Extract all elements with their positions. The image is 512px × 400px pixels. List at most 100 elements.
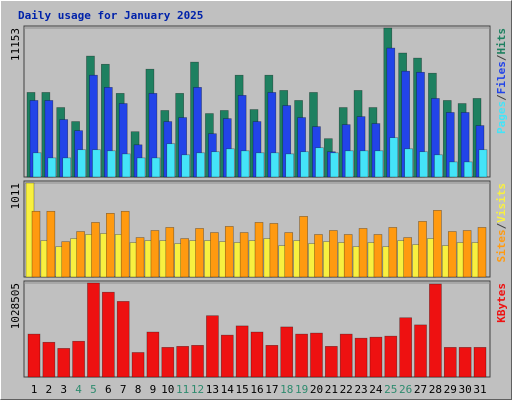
bar: [211, 151, 220, 178]
x-tick-label: 17: [265, 383, 278, 396]
bar: [344, 150, 354, 178]
bar: [87, 282, 100, 378]
legend: Sites/Visits: [495, 183, 508, 263]
bar: [339, 333, 353, 378]
legend-entry: KBytes: [495, 283, 508, 323]
x-tick-label: 3: [60, 383, 67, 396]
bar: [150, 230, 160, 278]
bar: [310, 332, 323, 378]
bar: [146, 331, 160, 378]
bar: [284, 232, 294, 278]
bar: [136, 157, 146, 178]
bar: [250, 331, 264, 378]
y-tick-label: 1028505: [9, 283, 22, 329]
bar: [102, 291, 115, 378]
bar: [62, 157, 72, 178]
legend: Pages/Files/Hits: [495, 28, 508, 134]
x-tick-label: 30: [459, 383, 472, 396]
bar: [330, 152, 339, 178]
x-tick-label: 4: [75, 383, 82, 396]
legend-entry: Visits: [495, 183, 508, 223]
x-tick-label: 8: [135, 383, 142, 396]
bar: [210, 232, 219, 278]
bar: [116, 301, 130, 378]
x-tick-label: 25: [384, 383, 397, 396]
x-tick-label: 5: [90, 383, 97, 396]
x-tick-label: 31: [473, 383, 486, 396]
bar: [161, 347, 175, 378]
bar: [235, 325, 249, 378]
bar: [270, 152, 280, 178]
bar: [373, 234, 383, 278]
bar: [255, 152, 265, 178]
legend-separator: /: [495, 94, 508, 101]
y-tick-label: 11153: [9, 28, 22, 61]
bar: [399, 317, 412, 378]
x-tick-label: 12: [191, 383, 204, 396]
bar: [389, 137, 399, 178]
bar: [224, 226, 234, 278]
bar: [42, 341, 56, 378]
bar: [166, 143, 176, 178]
x-tick-label: 9: [150, 383, 157, 396]
x-tick-label: 22: [340, 383, 353, 396]
bar: [419, 151, 428, 178]
bar: [27, 333, 41, 378]
bar: [195, 228, 204, 278]
bar: [57, 348, 71, 378]
bar: [463, 161, 473, 178]
bar: [265, 345, 279, 378]
bar: [315, 147, 324, 178]
legend-separator: /: [495, 54, 508, 61]
bar: [121, 153, 131, 178]
bar: [92, 149, 101, 178]
bar: [429, 283, 442, 378]
x-tick-label: 11: [176, 383, 189, 396]
bar: [225, 148, 235, 178]
bar: [135, 237, 145, 278]
x-tick-label: 1: [31, 383, 38, 396]
bar: [280, 326, 294, 378]
x-tick-label: 10: [161, 383, 174, 396]
bar: [107, 150, 116, 178]
bar: [458, 347, 472, 378]
bar: [206, 315, 219, 378]
bar: [433, 210, 442, 278]
bar: [31, 210, 41, 278]
legend-separator: /: [495, 222, 508, 229]
bar: [91, 222, 100, 278]
bar: [300, 151, 309, 178]
x-tick-label: 16: [250, 383, 263, 396]
x-tick-label: 7: [120, 383, 127, 396]
bar: [443, 347, 457, 378]
bar: [403, 237, 412, 278]
bar: [358, 228, 368, 278]
bar: [477, 227, 487, 278]
bar: [325, 346, 338, 378]
bar: [240, 150, 250, 178]
x-tick-label: 13: [206, 383, 219, 396]
bar: [180, 238, 189, 278]
bar: [462, 230, 472, 278]
x-tick-label: 26: [399, 383, 412, 396]
bar: [473, 347, 487, 378]
bar: [176, 346, 189, 378]
bar: [151, 157, 161, 178]
bar: [120, 210, 130, 278]
x-tick-label: 18: [280, 383, 293, 396]
bar: [418, 221, 427, 278]
bar: [299, 216, 308, 278]
y-tick-label: 1011: [9, 183, 22, 210]
legend-entry: Sites: [495, 229, 508, 262]
bar: [384, 335, 398, 378]
bar: [374, 150, 384, 178]
bar: [32, 152, 42, 178]
legend: KBytes: [495, 283, 508, 323]
x-tick-label: 2: [46, 383, 53, 396]
x-tick-label: 19: [295, 383, 308, 396]
x-tick-label: 23: [354, 383, 367, 396]
bar: [295, 333, 308, 378]
x-tick-label: 21: [325, 383, 338, 396]
bar: [285, 153, 295, 178]
